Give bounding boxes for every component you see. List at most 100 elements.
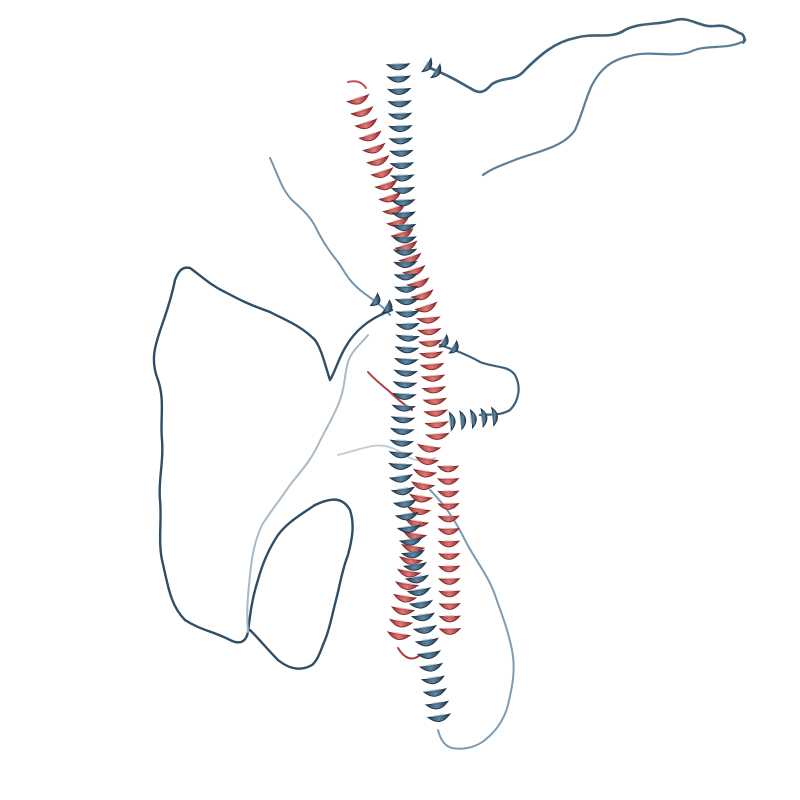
helix-turn-highlight	[413, 506, 425, 511]
helix-turn-highlight	[396, 439, 408, 443]
helix-turn-highlight	[376, 168, 388, 175]
blue-helix-short-right	[448, 406, 498, 432]
helix-turn-highlight	[399, 499, 411, 504]
helix-turn-highlight	[415, 494, 427, 499]
blue-helix-short-left	[369, 292, 393, 314]
helix-turn-highlight	[423, 444, 435, 449]
helix-turn-highlight	[427, 374, 439, 378]
helix-turn-highlight	[398, 392, 410, 396]
helix-turn-highlight	[448, 416, 452, 426]
helix-turn-highlight	[395, 474, 407, 479]
helix-turn-highlight	[407, 544, 419, 549]
coil-red-tail-top	[347, 80, 367, 89]
coil-regions	[152, 17, 747, 750]
helix-turn-highlight	[401, 346, 413, 349]
helix-turn-highlight	[405, 537, 417, 542]
helix-turn-highlight	[397, 606, 409, 611]
helix-turn-highlight	[403, 569, 415, 574]
helix-turn-highlight	[433, 713, 445, 718]
helix-turn	[381, 299, 393, 314]
helix-turn-highlight	[420, 303, 432, 309]
helix-turn-highlight	[407, 550, 419, 554]
helix-turn-highlight	[400, 242, 412, 248]
helix-turn-highlight	[431, 432, 444, 436]
blue-helix-short-top	[420, 56, 442, 79]
helix-turn-highlight	[364, 132, 376, 138]
helix-turn-highlight	[401, 581, 413, 586]
helix-turn	[354, 118, 378, 130]
helix-turn-highlight	[405, 556, 417, 561]
helix-turn-highlight	[408, 266, 420, 272]
helix-turn-highlight	[428, 386, 440, 390]
helix-turn-highlight	[360, 119, 372, 126]
helix-turn-highlight	[400, 357, 412, 361]
helix-turn-highlight	[371, 295, 377, 304]
helix-turn-highlight	[423, 650, 435, 655]
helix-turn-highlight	[423, 61, 430, 69]
helix-turn-highlight	[491, 412, 495, 422]
helix-turn-highlight	[392, 217, 404, 223]
helix-regions	[346, 56, 498, 722]
helix-turn-highlight	[470, 414, 473, 424]
coil-upper-left	[269, 157, 391, 316]
helix-turn-highlight	[404, 254, 416, 260]
helix-turn-highlight	[368, 144, 380, 150]
helix-turn-highlight	[400, 369, 412, 373]
coil-red-bottom	[397, 647, 421, 660]
coil-middle-left-grey	[246, 334, 369, 633]
helix-turn-highlight	[397, 487, 409, 491]
helix-turn-highlight	[412, 278, 424, 285]
helix-turn-highlight	[398, 404, 410, 408]
blue-helix-upper	[385, 62, 421, 330]
helix-turn-highlight	[399, 381, 411, 384]
helix-turn	[410, 289, 434, 301]
red-helix-upper	[346, 93, 438, 313]
helix-turn-highlight	[415, 600, 427, 605]
helix-turn	[370, 166, 394, 178]
helix-turn-highlight	[424, 339, 436, 343]
helix-turn-highlight	[388, 205, 400, 211]
helix-turn-highlight	[395, 451, 407, 454]
helix-turn-highlight	[431, 701, 443, 705]
helix-turn	[362, 142, 386, 154]
coil-right-loop	[438, 343, 520, 417]
helix-turn-highlight	[395, 619, 407, 624]
helix-turn-highlight	[399, 594, 411, 599]
coil-lower-left-loop	[246, 498, 354, 670]
helix-turn-highlight	[384, 193, 396, 199]
blue-helix-lower	[388, 473, 452, 722]
helix-turn-highlight	[425, 663, 437, 668]
helix-turn-highlight	[426, 362, 438, 366]
helix-turn-highlight	[403, 524, 415, 529]
helix-turn-highlight	[372, 156, 384, 162]
helix-turn-highlight	[423, 328, 435, 331]
helix-turn-highlight	[419, 625, 431, 630]
helix-turn-highlight	[450, 343, 456, 351]
helix-turn-highlight	[459, 415, 463, 425]
helix-turn-highlight	[417, 613, 429, 617]
helix-turn-highlight	[397, 416, 409, 419]
helix-turn	[350, 105, 374, 117]
helix-turn-highlight	[429, 397, 441, 401]
helix-turn-highlight	[409, 531, 421, 536]
helix-turn-highlight	[356, 107, 368, 113]
helix-turn-highlight	[380, 181, 392, 187]
helix-turn-highlight	[396, 229, 408, 236]
helix-turn-highlight	[425, 351, 437, 355]
blue-helix-middle	[387, 334, 421, 470]
helix-turn-highlight	[416, 291, 428, 297]
helix-turn	[346, 93, 370, 105]
helix-turn-highlight	[394, 462, 406, 466]
helix-turn-highlight	[419, 469, 431, 474]
helix-turn-highlight	[409, 562, 421, 567]
helix-turn-highlight	[401, 512, 413, 516]
helix-turn-highlight	[352, 95, 364, 101]
helix-turn-highlight	[383, 302, 389, 311]
helix-turn-highlight	[427, 676, 439, 680]
helix-turn	[366, 154, 390, 166]
red-helix-lower-right	[436, 465, 462, 635]
helix-turn-highlight	[432, 67, 439, 75]
helix-turn-highlight	[411, 575, 423, 579]
